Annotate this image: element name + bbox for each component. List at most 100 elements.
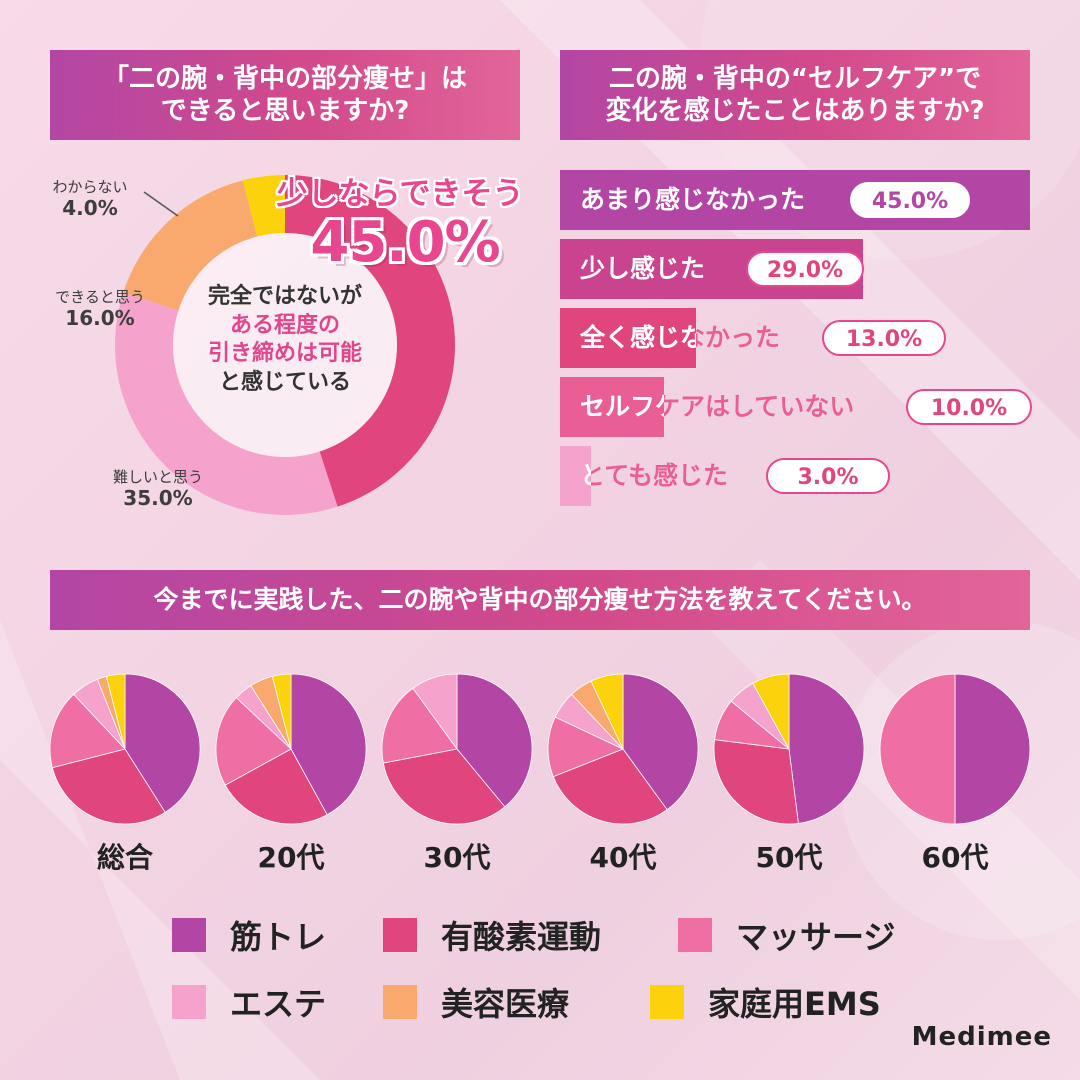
- label-muzukashii-text: 難しいと思う: [112, 468, 203, 486]
- label-muzukashii: 難しいと思う 35.0%: [88, 468, 228, 510]
- legend-item: 筋トレ: [172, 915, 327, 956]
- pie-slice-massage: [381, 687, 458, 764]
- bar-label-white: とても感じた: [580, 446, 591, 506]
- label-wakaranai: わからない 4.0%: [30, 178, 150, 220]
- pie-slice-muscle: [788, 673, 865, 824]
- highlight-value: 45.0%: [310, 210, 500, 275]
- age-label: 総合: [96, 841, 153, 874]
- center-line1: 完全ではないが: [207, 284, 362, 309]
- bar: [560, 308, 696, 368]
- bar-row: セルフケアはしていないセルフケアはしていない10.0%: [560, 377, 1032, 437]
- legend-item: マッサージ: [678, 915, 896, 956]
- legend-item: 美容医療: [383, 982, 570, 1023]
- legend-label: マッサージ: [736, 918, 896, 956]
- pie-slice-aerobic: [224, 748, 328, 825]
- q1-title-line1: 「二の腕・背中の部分痩せ」は: [102, 63, 467, 94]
- legend-item: 家庭用EMS: [650, 982, 881, 1023]
- bar-label-overlay: とても感じた: [560, 446, 591, 506]
- label-wakaranai-pct: 4.0%: [62, 196, 118, 220]
- label-dekiru-text: できると思う: [55, 288, 145, 306]
- pie-slice-aerobic: [51, 748, 166, 825]
- pie-slice-massage: [547, 716, 625, 778]
- bar-row: あまり感じなかった 45.0%: [560, 170, 1030, 230]
- donut-center-text: 完全ではないが ある程度の 引き締めは可能 と感じている: [165, 283, 405, 397]
- pie-slice-home_ems: [752, 673, 790, 750]
- age-label: 50代: [755, 841, 823, 874]
- legend-swatch: [650, 985, 684, 1019]
- pie-slice-massage: [215, 697, 292, 786]
- q1-title-line2: できると思いますか?: [160, 96, 410, 126]
- center-line4: と感じている: [218, 369, 351, 395]
- legend-label: 有酸素運動: [441, 918, 602, 956]
- pie-slice-massage: [49, 693, 126, 769]
- age-label: 30代: [423, 841, 491, 874]
- bar-label: セルフケアはしていない: [580, 392, 855, 421]
- bar-value-label: 13.0%: [822, 320, 946, 356]
- pie-slice-muscle: [622, 673, 699, 811]
- legend-label: 家庭用EMS: [708, 985, 881, 1023]
- legend-label: 美容医療: [441, 985, 570, 1023]
- legend-swatch: [172, 985, 206, 1019]
- brand-logo: Medimee: [911, 1022, 1052, 1052]
- bar-value-label: 10.0%: [906, 389, 1032, 425]
- bar-label: 少し感じた: [580, 254, 706, 283]
- age-label: 40代: [589, 841, 657, 874]
- wakaranai-leader-line: [143, 191, 179, 217]
- legend-swatch: [678, 918, 712, 952]
- pie-slice-home_ems: [590, 673, 624, 750]
- pie-slice-massage: [879, 673, 956, 825]
- q3-pie-charts: [49, 673, 1031, 825]
- legend-swatch: [383, 985, 417, 1019]
- bar-label-overlay: 全く感じなかった: [560, 308, 696, 368]
- bar-value-label: 29.0%: [746, 251, 864, 287]
- pie-slice-muscle: [124, 673, 201, 813]
- pie-slice-muscle: [954, 673, 1031, 825]
- pie-slice-muscle: [290, 673, 367, 816]
- bar-label: あまり感じなかった: [580, 185, 806, 214]
- q2-title-line2: 変化を感じたことはありますか?: [605, 96, 985, 126]
- bar: [560, 446, 592, 506]
- pie-slice-aerobic: [713, 739, 799, 825]
- pie-slice-esthe: [412, 673, 458, 751]
- bar-row: 全く感じなかった全く感じなかった13.0%: [560, 308, 1030, 368]
- q1-donut-chart: [114, 175, 455, 515]
- slice-muzukashii: [114, 292, 338, 515]
- label-wakaranai-text: わからない: [52, 178, 128, 196]
- donut-hole: [173, 233, 397, 457]
- q2-title-box: 二の腕・背中の“セルフケア”で 変化を感じたことはありますか?: [560, 50, 1030, 140]
- bar-value-label: 45.0%: [850, 182, 970, 218]
- highlight-label: 少しならできそう: [276, 176, 524, 212]
- legend-item: 有酸素運動: [383, 915, 602, 956]
- slice-sukoshi: [285, 175, 455, 507]
- slice-wakaranai: [242, 175, 285, 237]
- label-dekiru: できると思う 16.0%: [40, 288, 160, 330]
- legend-swatch: [383, 918, 417, 952]
- q3-title-box: 今までに実践した、二の腕や背中の部分痩せ方法を教えてください。: [50, 570, 1030, 630]
- legend-label: エステ: [230, 985, 327, 1023]
- bar-label-overlay: セルフケアはしていない: [560, 377, 664, 437]
- pie-slice-muscle: [456, 673, 533, 808]
- legend-item: エステ: [172, 982, 327, 1023]
- bar: [560, 377, 665, 437]
- bar-row: とても感じたとても感じた 3.0%: [560, 446, 1030, 506]
- bar-label-white: 全く感じなかった: [580, 323, 696, 352]
- bar-label-white: セルフケアはしていない: [580, 392, 664, 421]
- bar-label: とても感じた: [580, 461, 729, 490]
- center-line2: ある程度の: [229, 312, 340, 338]
- label-dekiru-pct: 16.0%: [65, 306, 135, 330]
- legend-swatch: [172, 918, 206, 952]
- bar-row: 少し感じた 29.0%: [560, 239, 1030, 299]
- age-label: 20代: [257, 841, 325, 874]
- pie-slice-home_ems: [105, 673, 126, 750]
- q1-title-box: 「二の腕・背中の部分痩せ」は できると思いますか?: [50, 50, 520, 140]
- q3-title: 今までに実践した、二の腕や背中の部分痩せ方法を教えてください。: [153, 585, 927, 615]
- label-muzukashii-pct: 35.0%: [123, 486, 193, 510]
- slice-dekiru: [123, 180, 258, 311]
- pie-slice-home_ems: [271, 673, 292, 750]
- q2-title-line1: 二の腕・背中の“セルフケア”で: [608, 63, 982, 94]
- legend-label: 筋トレ: [230, 918, 327, 956]
- center-line3: 引き締めは可能: [207, 341, 362, 367]
- pie-slice-aerobic: [552, 748, 668, 825]
- age-label: 60代: [921, 841, 989, 874]
